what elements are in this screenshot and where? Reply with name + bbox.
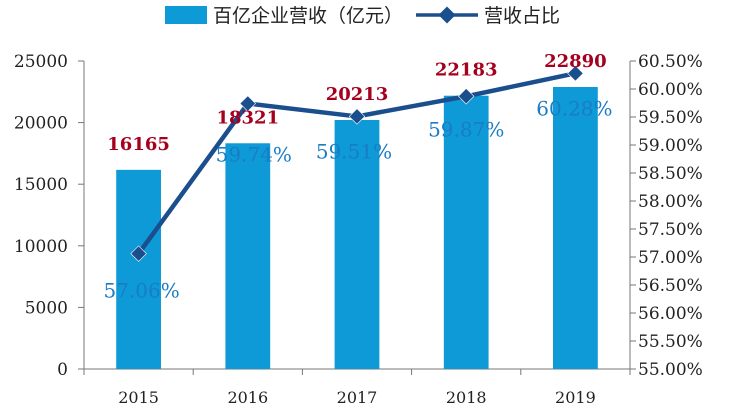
legend-swatch-bars — [165, 6, 207, 24]
bar-value-label: 18321 — [216, 107, 279, 128]
bar-value-label: 22183 — [435, 60, 498, 81]
line-point — [348, 108, 366, 125]
line-value-label: 57.06% — [103, 279, 179, 303]
y-left-tick-label: 15000 — [14, 175, 68, 195]
bar-series — [116, 86, 598, 370]
y-right-tick-label: 57.00% — [638, 248, 703, 268]
y-right-tick-label: 56.00% — [638, 304, 703, 324]
x-tick-label: 2018 — [446, 388, 487, 407]
y-right-tick-label: 56.50% — [638, 276, 703, 296]
y-right-tick-label: 60.00% — [638, 80, 703, 100]
y-left-tick-label: 5000 — [25, 298, 68, 318]
bar — [553, 86, 598, 369]
y-left-tick-label: 10000 — [14, 237, 68, 257]
line-point — [457, 88, 475, 105]
bar-value-label: 20213 — [326, 84, 389, 105]
line-value-label: 60.28% — [536, 96, 612, 120]
y-right-tick-label: 59.50% — [638, 108, 703, 128]
y-left-tick-label: 25000 — [14, 52, 68, 72]
y-right-tick-label: 60.50% — [638, 52, 703, 72]
bar — [443, 95, 489, 369]
y-right-tick-label: 58.50% — [638, 164, 703, 184]
line-point — [239, 95, 257, 112]
y-right-tick-label: 58.00% — [638, 192, 703, 212]
x-tick-label: 2015 — [118, 388, 159, 407]
bar — [116, 169, 161, 369]
y-left-tick-label: 0 — [57, 360, 68, 380]
y-right-tick-label: 59.00% — [638, 136, 703, 156]
legend: 百亿企业营收（亿元） 营收占比 — [165, 5, 560, 27]
legend-swatch-line-marker — [438, 6, 456, 24]
y-right-tick-label: 55.00% — [638, 360, 703, 380]
bar-value-label: 16165 — [107, 134, 170, 155]
line-value-label: 59.87% — [428, 117, 504, 141]
line-value-label: 59.51% — [316, 139, 392, 163]
legend-label-bars: 百亿企业营收（亿元） — [213, 5, 403, 27]
x-tick-label: 2019 — [555, 388, 596, 407]
axes: 0 5000 10000 15000 20000 25000 55.00% 55.50% 56.… — [14, 52, 703, 407]
y-right-tick-label: 55.50% — [638, 332, 703, 352]
y-left-tick-label: 20000 — [14, 114, 68, 134]
y-right-tick-label: 57.50% — [638, 220, 703, 240]
line-point — [130, 245, 147, 262]
bar — [225, 143, 271, 369]
legend-label-line: 营收占比 — [484, 5, 560, 27]
line-point — [567, 65, 584, 82]
bar — [334, 119, 380, 370]
bar-value-label: 22890 — [544, 51, 607, 72]
x-tick-label: 2016 — [227, 388, 268, 407]
x-tick-label: 2017 — [337, 388, 378, 407]
line-series — [130, 65, 584, 262]
data-labels: 16165 18321 20213 22183 22890 57.06% 59.74% 59.… — [103, 51, 612, 303]
line-value-label: 59.74% — [216, 143, 292, 167]
